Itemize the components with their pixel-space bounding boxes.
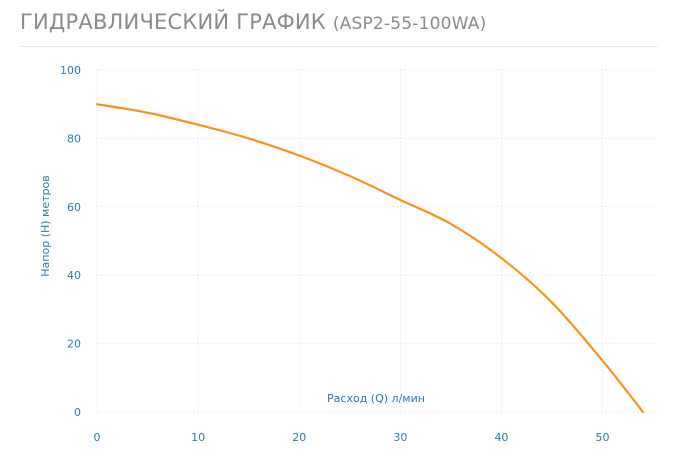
chart-title: ГИДРАВЛИЧЕСКИЙ ГРАФИК xyxy=(20,10,326,34)
tick-labels: 0 20 40 60 80 100 0 10 20 30 40 50 xyxy=(60,64,610,444)
series-layer xyxy=(95,103,645,414)
x-axis-label: Расход (Q) л/мин xyxy=(327,392,425,405)
y-tick-label: 0 xyxy=(74,406,81,419)
x-tick-label: 10 xyxy=(191,431,205,444)
y-tick-label: 20 xyxy=(67,338,81,351)
x-tick-label: 30 xyxy=(393,431,407,444)
chart-model: (ASP2-55-100WA) xyxy=(332,14,487,34)
x-tick-label: 0 xyxy=(94,431,101,444)
x-tick-label: 20 xyxy=(292,431,306,444)
x-tick-label: 40 xyxy=(494,431,508,444)
page-title: ГИДРАВЛИЧЕСКИЙ ГРАФИК (ASP2-55-100WA) xyxy=(20,10,486,34)
y-tick-label: 80 xyxy=(67,132,81,145)
y-tick-label: 100 xyxy=(60,64,81,77)
y-tick-label: 60 xyxy=(67,201,81,214)
x-tick-label: 50 xyxy=(596,431,610,444)
title-divider xyxy=(20,46,658,47)
series-line xyxy=(95,103,645,414)
y-tick-label: 40 xyxy=(67,269,81,282)
y-axis-label: Напор (H) метров xyxy=(39,175,52,276)
grid-lines xyxy=(96,69,655,413)
